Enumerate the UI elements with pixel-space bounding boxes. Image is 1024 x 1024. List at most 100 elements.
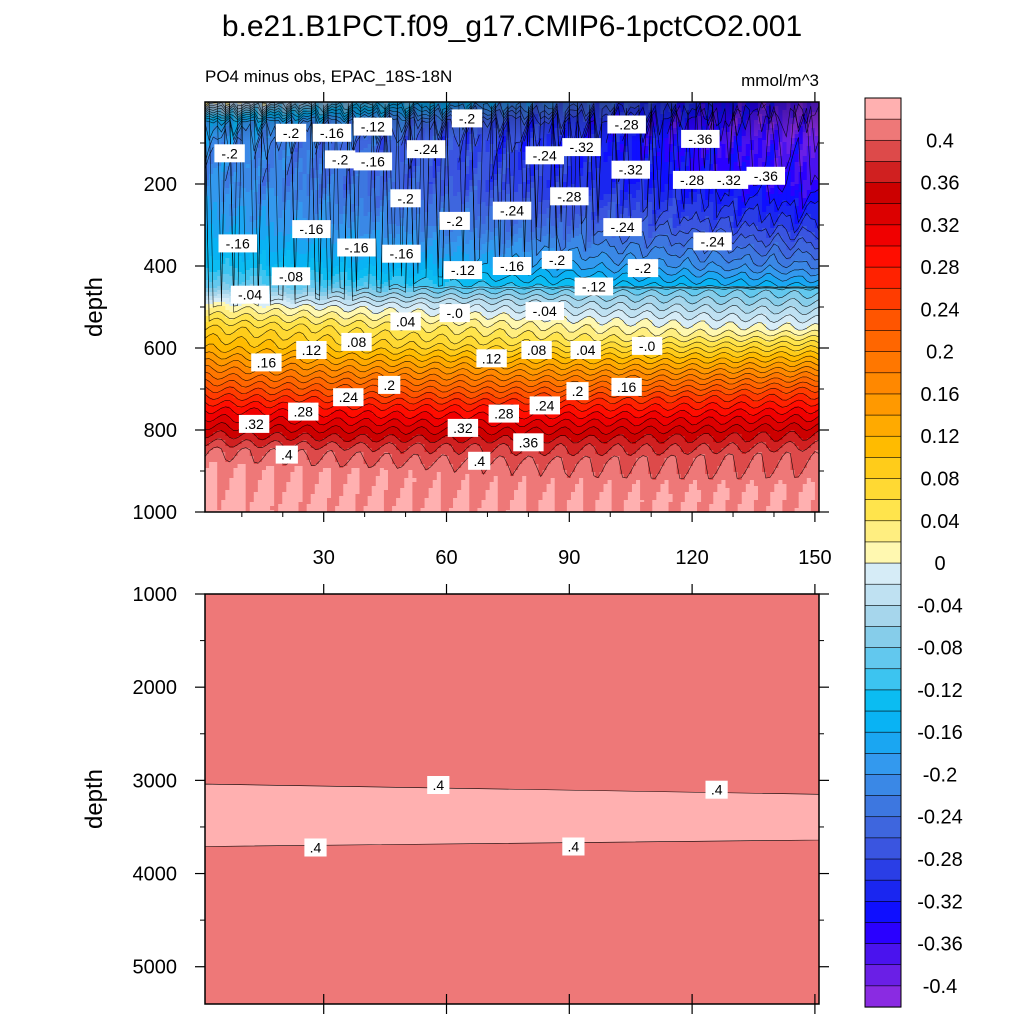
lower-frame xyxy=(204,593,820,1005)
colorbar-box xyxy=(864,562,902,585)
contour-label: -.2 xyxy=(439,211,470,230)
colorbar-box xyxy=(864,837,902,860)
contour-label: -.0 xyxy=(631,336,663,355)
contour-label: -.12 xyxy=(353,117,393,136)
contour-label: -.0 xyxy=(439,304,470,323)
colorbar-tick-label: -0.04 xyxy=(917,595,963,617)
contour-label: -.2 xyxy=(275,123,307,142)
colorbar-box xyxy=(864,161,902,184)
contour-label: -.32 xyxy=(709,170,749,189)
colorbar-box xyxy=(864,731,902,754)
colorbar-box xyxy=(864,478,902,501)
colorbar-tick-label: -0.28 xyxy=(917,849,963,871)
colorbar-tick-label: 0.24 xyxy=(921,299,960,321)
contour-label: -.04 xyxy=(525,302,564,321)
lower-ylabel: depth xyxy=(81,769,108,829)
x-tick-label: 120 xyxy=(675,547,708,569)
colorbar-tick-label: 0.36 xyxy=(921,173,960,195)
colorbar-frame xyxy=(864,97,902,1008)
contour-label: -.36 xyxy=(746,166,785,185)
colorbar-box xyxy=(864,330,902,353)
colorbar-box xyxy=(864,224,902,247)
colorbar-box xyxy=(864,900,902,924)
contour-label: -.16 xyxy=(337,238,376,257)
colorbar-tick-label: -0.4 xyxy=(923,976,957,998)
contour-label: -.24 xyxy=(693,232,732,251)
contour-label: -.2 xyxy=(214,144,245,163)
colorbar-box xyxy=(864,626,902,649)
contour-label: .2 xyxy=(378,375,401,394)
contour-label: -.04 xyxy=(230,285,270,304)
contour-label: -.12 xyxy=(443,261,483,280)
contour-label: -.16 xyxy=(292,220,331,239)
colorbar-box xyxy=(864,499,902,522)
contour-label: .4 xyxy=(705,780,728,799)
y-tick-label: 800 xyxy=(144,420,177,442)
colorbar-box xyxy=(864,879,902,902)
contour-label: -.2 xyxy=(451,109,483,128)
colorbar-box xyxy=(864,457,902,480)
contour-label: .32 xyxy=(447,418,479,437)
contour-label: -.2 xyxy=(324,150,356,169)
contour-label: -.08 xyxy=(271,267,311,286)
contour-label: -.2 xyxy=(541,250,573,269)
colorbar-tick-label: -0.32 xyxy=(917,891,963,913)
y-tick-label: 1000 xyxy=(133,502,178,524)
y-tick-label: 200 xyxy=(144,174,177,196)
chart-title: b.e21.B1PCT.f09_g17.CMIP6-1pctCO2.001 xyxy=(222,10,802,43)
colorbar-box xyxy=(864,245,902,268)
lower-panel: .4 .4 .4 .4 1000 2000 3000 4000 5000 depth xyxy=(81,584,829,1014)
colorbar-tick-label: 0.16 xyxy=(921,384,960,406)
contour-label: .4 xyxy=(468,451,491,470)
units-label: mmol/m^3 xyxy=(741,71,819,90)
contour-label: .28 xyxy=(488,404,519,423)
contour-label: -.2 xyxy=(390,189,421,208)
colorbar-tick-label: -0.36 xyxy=(917,934,963,956)
chart-subtitle: PO4 minus obs, EPAC_18S-18N xyxy=(205,67,452,86)
colorbar-box xyxy=(864,139,902,163)
contour-label: .16 xyxy=(251,353,282,372)
y-tick-label: 2000 xyxy=(133,677,178,699)
colorbar-tick-label: 0.04 xyxy=(921,511,960,533)
contour-label: .4 xyxy=(275,445,298,464)
y-tick-label: 600 xyxy=(144,338,177,360)
colorbar-box xyxy=(864,583,902,606)
colorbar-box xyxy=(864,795,902,818)
contour-label: .24 xyxy=(333,388,364,407)
contour-label: .4 xyxy=(562,837,585,856)
colorbar-box xyxy=(864,309,902,332)
colorbar-box xyxy=(864,351,902,374)
contour-label: -.32 xyxy=(611,160,650,179)
contour-label: -.2 xyxy=(627,259,659,278)
contour-label: -.24 xyxy=(603,218,642,237)
colorbar-box xyxy=(864,922,902,945)
contour-label: .16 xyxy=(611,377,642,396)
contour-label: .04 xyxy=(570,341,601,359)
lower-contour-labels: .4 .4 .4 .4 xyxy=(304,776,728,857)
contour-label: .12 xyxy=(476,349,507,368)
contour-label: -.16 xyxy=(492,257,532,275)
contour-label: .28 xyxy=(288,402,319,421)
colorbar-box xyxy=(864,541,902,564)
colorbar-box xyxy=(864,689,902,712)
colorbar-box xyxy=(864,203,902,226)
contour-label: .24 xyxy=(529,396,560,415)
y-tick-label: 4000 xyxy=(133,864,178,886)
contour-label: .04 xyxy=(390,312,421,331)
lower-axes: 1000 2000 3000 4000 5000 xyxy=(133,584,829,1014)
contour-label: .08 xyxy=(521,341,552,359)
lower-heatmap xyxy=(205,594,819,1004)
contour-label: .4 xyxy=(304,838,327,857)
colorbar-box xyxy=(864,520,902,543)
colorbar-box xyxy=(864,710,902,733)
colorbar-tick-label: 0.4 xyxy=(926,130,954,152)
colorbar-tick-label: 0.32 xyxy=(921,215,960,237)
upper-panel: -.2-.2 -.16-.2-.12-.16-.24-.2-.24-.32-.28… xyxy=(81,92,832,569)
colorbar-box xyxy=(864,414,902,437)
colorbar-box xyxy=(864,964,902,987)
contour-label: -.24 xyxy=(525,146,564,165)
contour-label: -.28 xyxy=(672,170,712,189)
x-tick-label: 60 xyxy=(435,547,457,569)
colorbar-tick-label: 0.2 xyxy=(926,342,954,364)
